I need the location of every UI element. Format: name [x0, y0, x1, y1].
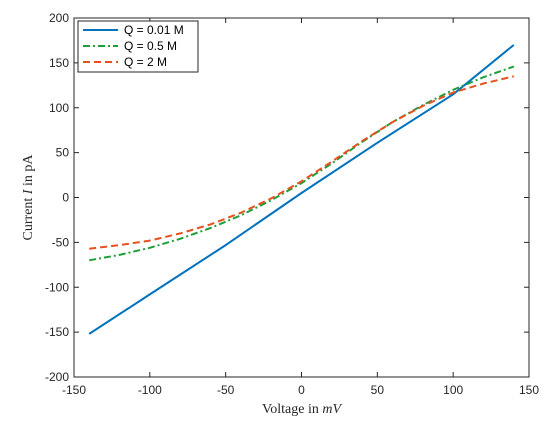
x-tick-label: -50: [217, 383, 235, 397]
y-tick-label: 150: [49, 56, 69, 70]
x-tick-label: 0: [298, 383, 305, 397]
series-line-2: [89, 75, 515, 250]
y-axis-title-prefix: Current: [21, 194, 36, 240]
plot-area: [73, 17, 530, 378]
x-axis-title-unit: mV: [322, 402, 342, 417]
legend-label-0: Q = 0.01 M: [124, 23, 184, 37]
legend: Q = 0.01 M Q = 0.5 M Q = 2 M: [77, 20, 199, 73]
y-tick-label: 100: [49, 101, 69, 115]
x-tick-label: 50: [371, 383, 385, 397]
y-tick-label: 200: [49, 11, 69, 25]
series-layer: [88, 44, 515, 335]
y-axis: -200 -150 -100 -50 0 50 100 150 200: [45, 11, 529, 384]
y-tick-label: 0: [62, 191, 69, 205]
legend-label-2: Q = 2 M: [124, 55, 167, 69]
x-tick-label: 150: [519, 383, 539, 397]
y-tick-label: -100: [45, 280, 69, 294]
legend-items: Q = 0.01 M Q = 0.5 M Q = 2 M: [83, 23, 184, 69]
y-tick-label: -200: [45, 370, 69, 384]
y-axis-title: Current I in pA: [21, 154, 36, 241]
legend-label-1: Q = 0.5 M: [124, 39, 177, 53]
x-tick-label: 100: [443, 383, 463, 397]
y-tick-label: -50: [52, 235, 70, 249]
x-axis: -150 -100 -50 0 50 100 150: [62, 18, 539, 397]
series-line-0: [88, 44, 515, 335]
y-axis-title-symbol: I: [21, 188, 36, 195]
x-axis-title: Voltage in mV: [262, 402, 343, 417]
y-axis-title-suffix: in pA: [21, 154, 36, 190]
x-tick-label: -150: [62, 383, 86, 397]
x-tick-label: -100: [138, 383, 162, 397]
y-tick-label: -150: [45, 325, 69, 339]
y-tick-label: 50: [56, 146, 70, 160]
series-line-1: [89, 65, 515, 262]
x-axis-title-prefix: Voltage in: [262, 402, 322, 417]
